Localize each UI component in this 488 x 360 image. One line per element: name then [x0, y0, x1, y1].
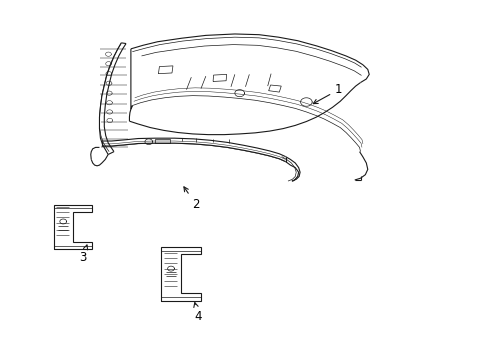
Text: 2: 2	[183, 187, 200, 211]
Text: 4: 4	[193, 303, 202, 323]
Text: 3: 3	[79, 245, 87, 265]
Text: 1: 1	[313, 83, 342, 104]
